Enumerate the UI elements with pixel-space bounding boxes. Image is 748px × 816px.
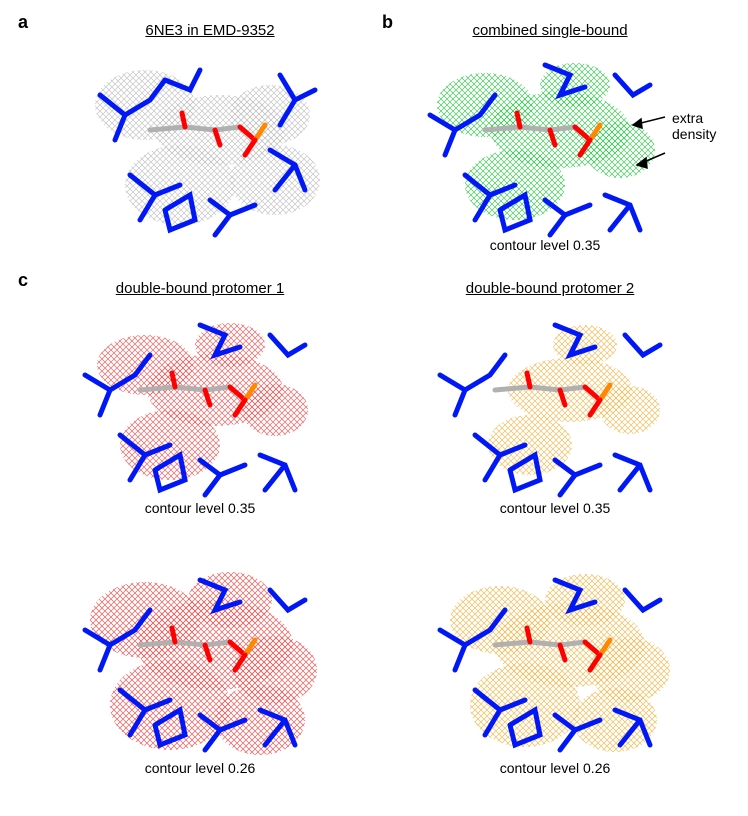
panel-label-c: c (18, 270, 28, 291)
annotation-extra-density: extra density (672, 110, 748, 142)
contour-prefix: contour level (500, 500, 583, 516)
caption-c2-bottom: contour level 0.26 (440, 760, 670, 776)
caption-b-contour: contour level 0.35 (430, 237, 660, 253)
caption-c2-top: contour level 0.35 (440, 500, 670, 516)
contour-prefix: contour level (145, 760, 228, 776)
contour-prefix: contour level (490, 237, 573, 253)
structure-c1-top (60, 305, 340, 505)
panel-label-b: b (382, 12, 393, 33)
title-b: combined single-bound (440, 22, 660, 39)
title-c2: double-bound protomer 2 (430, 280, 670, 297)
title-c1: double-bound protomer 1 (80, 280, 320, 297)
contour-value: 0.26 (228, 760, 255, 776)
structure-c2-top (415, 305, 695, 505)
structure-a (70, 45, 340, 245)
structure-c2-bottom (415, 560, 695, 760)
structure-c1-bottom (60, 560, 340, 760)
contour-value: 0.35 (573, 237, 600, 253)
caption-c1-top: contour level 0.35 (85, 500, 315, 516)
caption-c1-bottom: contour level 0.26 (85, 760, 315, 776)
contour-prefix: contour level (500, 760, 583, 776)
title-a: 6NE3 in EMD-9352 (100, 22, 320, 39)
contour-value: 0.35 (583, 500, 610, 516)
contour-prefix: contour level (145, 500, 228, 516)
contour-value: 0.35 (228, 500, 255, 516)
structure-b (405, 45, 685, 245)
contour-value: 0.26 (583, 760, 610, 776)
panel-label-a: a (18, 12, 28, 33)
